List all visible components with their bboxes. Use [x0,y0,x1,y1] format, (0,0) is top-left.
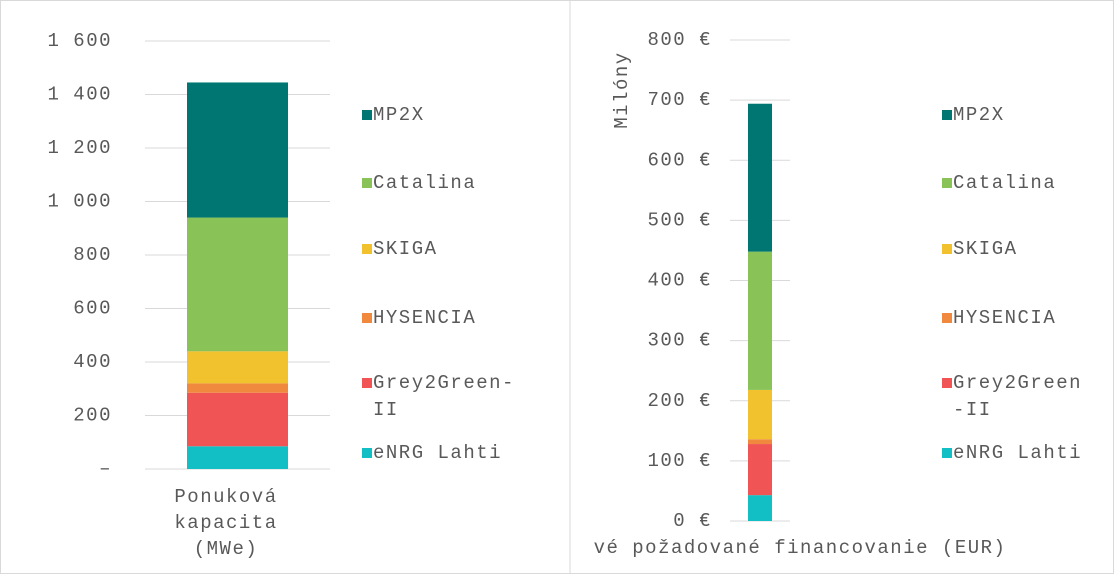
y-tick-label: 1 000 [47,191,112,213]
y-tick-label: 600 [73,298,112,320]
bar-segment [748,495,772,521]
y-tick-label: 500 € [647,209,712,231]
y-tick-label: 1 400 [47,84,112,106]
bar-segment [187,446,288,469]
legend-swatch [362,244,372,254]
y-tick-label: 100 € [647,450,712,472]
legend-label: Catalina [373,172,476,194]
y-tick-label: 300 € [647,330,712,352]
legend-label: SKIGA [373,238,438,260]
legend-swatch [942,378,952,388]
legend-label: HYSENCIA [953,307,1056,329]
legend-label: eNRG Lahti [953,442,1082,464]
y-tick-label: 1 200 [47,137,112,159]
y-tick-label: 700 € [647,89,712,111]
y-tick-label: 400 [73,351,112,373]
legend-label: Grey2Green-II [373,372,515,421]
bar-segment [748,444,772,496]
bar-segment [187,392,288,447]
legend-swatch [362,313,372,323]
bar-segment [187,217,288,352]
bar-segment [748,103,772,252]
y-tick-label: 600 € [647,149,712,171]
bar-segment [187,383,288,393]
x-tick-label: vé požadované financovanie (EUR) [594,537,1007,559]
bar-segment [748,389,772,440]
legend-swatch [362,378,372,388]
y-tick-label: 0 € [673,510,712,532]
y-tick-label: 800 [73,244,112,266]
bar-segment [187,82,288,218]
y-tick-label: 400 € [647,270,712,292]
legend-label: HYSENCIA [373,307,476,329]
legend-label: MP2X [373,104,425,126]
legend-label: SKIGA [953,238,1018,260]
y-tick-label: 1 600 [47,30,112,52]
y-tick-label: 200 € [647,390,712,412]
y-tick-label: 800 € [647,29,712,51]
bar-segment [748,251,772,390]
legend-swatch [942,313,952,323]
x-tick-label: Ponuková kapacita (MWe) [174,486,277,560]
legend-label: MP2X [953,104,1005,126]
y-tick-label: – [99,458,112,480]
legend-swatch [942,244,952,254]
legend-label: eNRG Lahti [373,442,502,464]
legend-label: Grey2Green-II [953,372,1082,421]
legend-label: Catalina [953,172,1056,194]
bar-segment [187,351,288,384]
y-axis-title: Milóny [611,51,633,128]
legend-swatch [362,110,372,120]
legend-swatch [942,178,952,188]
legend-swatch [362,178,372,188]
legend-swatch [942,110,952,120]
legend-swatch [362,448,372,458]
y-tick-label: 200 [73,405,112,427]
legend-swatch [942,448,952,458]
bar-segment [748,439,772,445]
